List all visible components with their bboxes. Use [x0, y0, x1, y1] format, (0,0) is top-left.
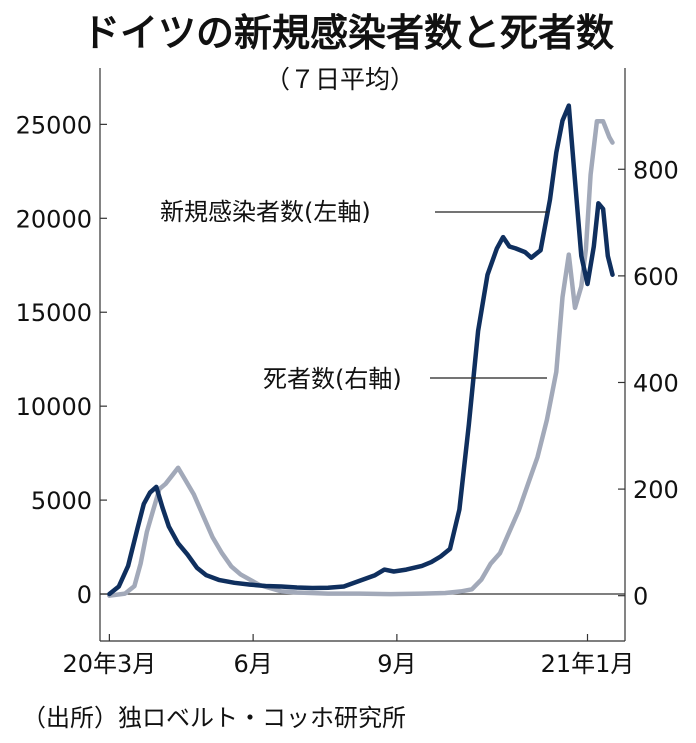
- left-tick-label: 25000: [16, 111, 92, 139]
- annotations: 新規感染者数(左軸) 死者数(右軸): [160, 198, 548, 393]
- chart-title: ドイツの新規感染者数と死者数: [82, 11, 614, 55]
- left-tick-label: 0: [77, 581, 92, 609]
- series-group: [107, 103, 615, 598]
- x-tick-label: 6月: [233, 650, 272, 678]
- left-tick-label: 15000: [16, 299, 92, 327]
- infections-annotation: 新規感染者数(左軸): [160, 198, 371, 226]
- left-tick-label: 5000: [31, 487, 92, 515]
- deaths-annotation: 死者数(右軸): [263, 365, 402, 393]
- infections-series-line: [107, 103, 615, 597]
- right-tick-label: 800: [633, 156, 679, 184]
- right-tick-label: 600: [633, 263, 679, 291]
- right-tick-label: 400: [633, 369, 679, 397]
- axes: 0 5000 10000 15000 20000 25000 0 200 400 600 800 20…: [16, 68, 679, 678]
- x-tick-label: 9月: [377, 650, 416, 678]
- source-note: （出所）独ロベルト・コッホ研究所: [22, 704, 406, 732]
- right-tick-label: 0: [633, 583, 648, 611]
- chart-subtitle: （７日平均）: [265, 65, 415, 94]
- x-tick-label: 21年1月: [541, 650, 635, 678]
- deaths-series-line: [107, 119, 615, 598]
- x-tick-label: 20年3月: [62, 650, 156, 678]
- left-tick-label: 10000: [16, 393, 92, 421]
- left-tick-label: 20000: [16, 205, 92, 233]
- right-tick-label: 200: [633, 476, 679, 504]
